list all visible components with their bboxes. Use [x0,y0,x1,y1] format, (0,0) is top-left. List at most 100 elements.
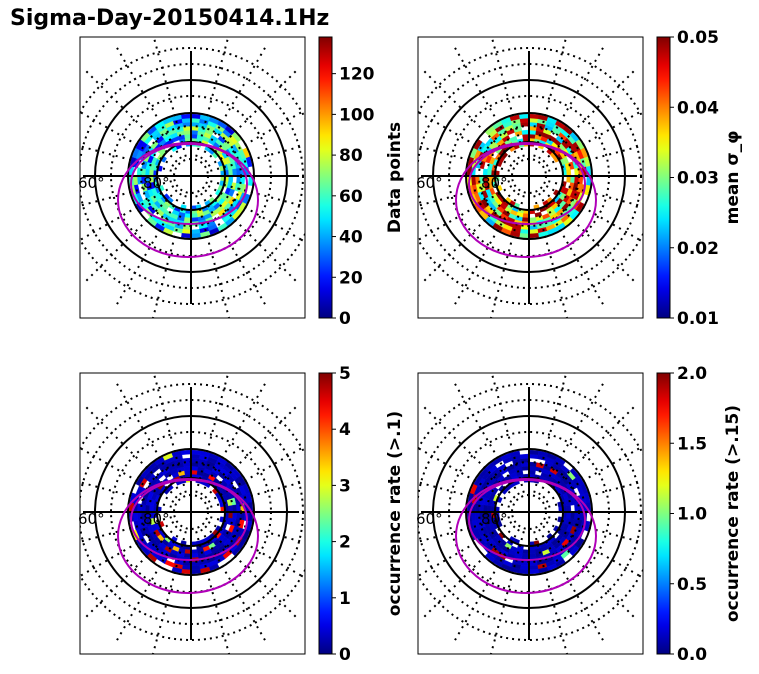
panel-3: 80° 60° 0 1 2 3 4 5 occurrence rate (>.1) [78,364,405,665]
colorbar-tick-label: 4 [339,420,351,440]
longitude-gridline [200,192,267,307]
longitude-gridline [115,528,182,643]
longitude-gridline [453,45,520,160]
colorbar-label: Data points [385,122,405,233]
longitude-gridline [204,525,298,619]
colorbar-tick-label: 0.01 [677,309,719,329]
colorbar-gradient [656,372,671,655]
longitude-gridline [542,69,636,163]
heatmap-cell [528,113,539,119]
heatmap-cell [231,131,242,143]
longitude-gridline [548,480,643,508]
heatmap-cell [245,156,253,168]
longitude-gridline [80,446,175,503]
longitude-gridline [545,185,643,243]
heatmap-cell [181,113,192,119]
heatmap-cell [181,569,192,575]
colorbar-tick-label: 1.0 [677,505,707,525]
colorbar: 0.01 0.02 0.03 0.04 0.05 mean σ_φ [656,28,743,329]
panel-1: 80° 60° 0 20 40 60 80 100 120 Data points [78,36,405,329]
longitude-gridline [542,525,636,619]
colorbar-tick-label: 80 [339,146,363,166]
longitude-gridline [210,516,305,544]
heatmap-cell [521,129,530,135]
latitude-label-60: 60° [78,174,105,192]
longitude-gridline [195,37,230,157]
longitude-gridline [489,195,525,318]
heatmap-cell [528,233,539,239]
colorbar-tick-label: 120 [339,65,375,85]
heatmap-cell [231,545,242,557]
longitude-gridline [418,521,513,578]
longitude-gridline [538,45,605,160]
longitude-gridline [84,525,178,619]
heatmap-cell [528,569,539,575]
latitude-label-60: 60° [416,510,443,528]
colorbar: 0 20 40 60 80 100 120 Data points [318,36,405,329]
longitude-gridline [545,109,643,167]
longitude-gridline [418,180,510,207]
longitude-gridline [207,109,305,167]
latitude-label-80: 80° [143,510,170,528]
longitude-gridline [195,373,230,493]
longitude-gridline [195,195,231,318]
longitude-gridline [418,481,510,508]
longitude-gridline [418,446,513,503]
heatmap-cell [171,566,183,574]
colorbar-tick-label: 1.5 [677,434,707,454]
longitude-gridline [80,185,175,242]
heatmap-cell [190,569,201,575]
heatmap-cell [519,453,530,459]
longitude-gridline [207,521,305,579]
longitude-gridline [453,381,520,496]
longitude-gridline [533,373,568,493]
colorbar-tick-label: 0 [339,309,351,329]
longitude-gridline [204,69,298,163]
longitude-gridline [204,405,298,499]
colorbar-tick-label: 3 [339,476,351,496]
longitude-gridline [207,185,305,243]
latitude-label-80: 80° [481,510,508,528]
auroral-oval-inner [130,479,248,561]
colorbar-tick-label: 0.0 [677,645,707,665]
auroral-oval-outer [117,478,259,594]
colorbar-tick-label: 2 [339,533,351,553]
colorbar-tick-label: 1 [339,589,351,609]
longitude-gridline [422,525,516,619]
longitude-gridline [548,516,643,544]
colorbar-tick-label: 0.04 [677,98,719,118]
heatmap-cell [146,216,158,227]
longitude-gridline [80,521,175,578]
figure-title: Sigma-Day-20150414.1Hz [10,6,330,31]
heatmap-cell [473,139,483,150]
longitude-gridline [80,516,172,543]
heatmap-cell [190,113,201,119]
colorbar-label: occurrence rate (>.1) [385,411,405,616]
longitude-gridline [115,192,182,307]
longitude-gridline [453,192,520,307]
longitude-gridline [115,381,182,496]
colorbar-tick-label: 0.5 [677,575,707,595]
longitude-gridline [545,445,643,503]
colorbar-label: occurrence rate (>.15) [723,405,743,622]
longitude-gridline [490,373,525,493]
longitude-gridline [533,37,568,157]
longitude-gridline [545,521,643,579]
longitude-gridline [490,37,525,157]
colorbar-gradient [656,36,671,319]
colorbar-tick-label: 2.0 [677,364,707,384]
heatmap-cell [569,545,580,557]
colorbar-gradient [318,36,333,319]
colorbar-tick-label: 0.02 [677,239,719,259]
longitude-gridline [418,110,513,167]
heatmap-cell [181,233,192,239]
panel-4: 80° 60° 0.0 0.5 1.0 1.5 2.0 occurrence rate (>.… [416,364,743,665]
colorbar-tick-label: 40 [339,228,363,248]
longitude-gridline [533,195,569,318]
longitude-gridline [542,405,636,499]
colorbar: 0.0 0.5 1.0 1.5 2.0 occurrence rate (>.15) [656,364,743,665]
longitude-gridline [115,45,182,160]
heatmap-cell [555,456,566,466]
